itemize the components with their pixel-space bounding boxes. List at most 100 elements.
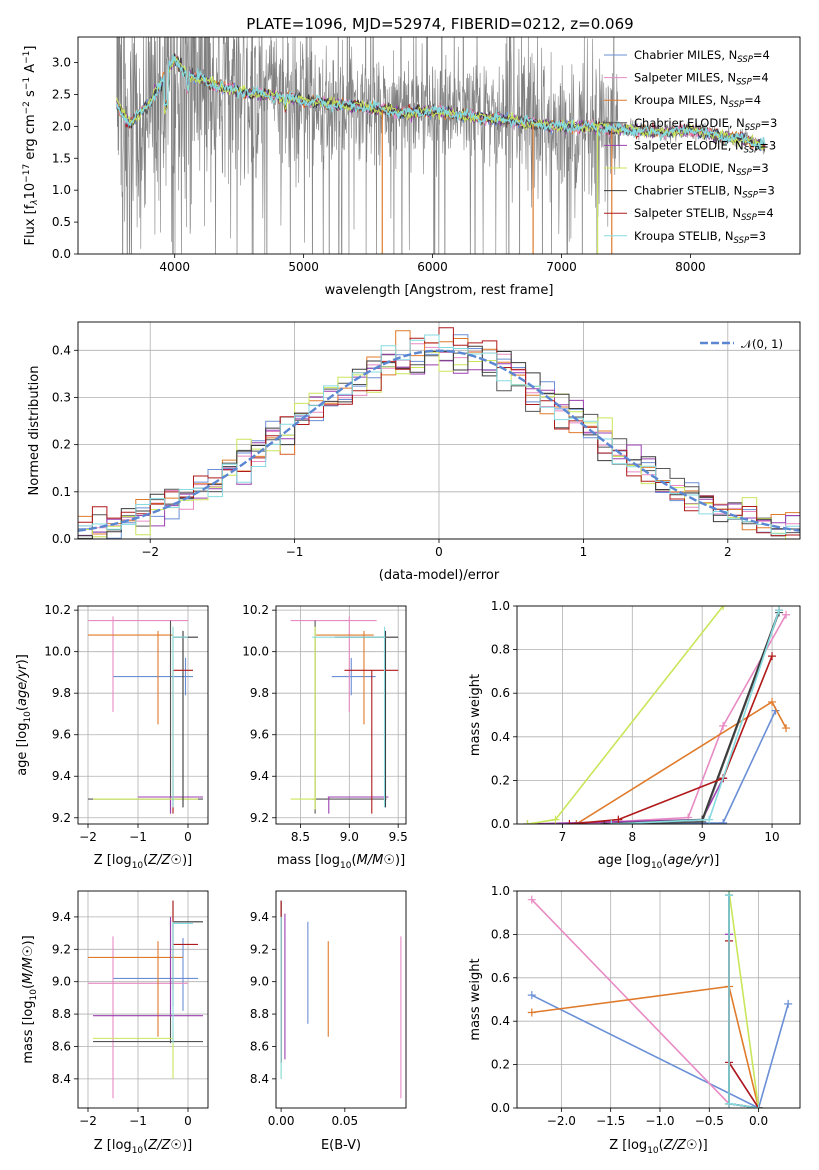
- legend-sub: SSP: [744, 145, 760, 155]
- panel-residuals: −2 −1 0 1 2 0.0 0.1 0.2 0.3 0.4 𝒩(0, 1) (data-model…: [27, 321, 801, 583]
- y-tick-label: 9.6: [52, 728, 71, 742]
- label-part: 10: [132, 1146, 144, 1156]
- y-tick-label: 1.0: [52, 183, 71, 197]
- errorbar-point-4: [138, 796, 203, 814]
- legend-label: Chabrier ELODIE, N: [634, 116, 745, 130]
- x-tick-label: −1: [286, 545, 304, 559]
- x-tick-label: 0: [184, 1114, 192, 1128]
- y-axis-label-part: −17: [22, 164, 32, 183]
- x-tick-label: 9: [698, 830, 706, 844]
- y-tick-label: 8.4: [250, 1072, 269, 1086]
- y-tick-label: 2.5: [52, 87, 71, 101]
- label-part: (: [662, 853, 667, 868]
- mass-weight-line-5: [728, 891, 760, 1108]
- legend-label: Salpeter STELIB, N: [634, 206, 741, 220]
- legend-label: Salpeter ELODIE, N: [634, 138, 744, 152]
- y-tick-label: 0.4: [491, 1014, 510, 1028]
- mass-weight-marker-8: [775, 606, 784, 615]
- y-tick-label: 9.2: [52, 942, 71, 956]
- x-axis-label: (data-model)/error: [379, 568, 500, 583]
- mass-weight-marker-2: [572, 820, 581, 824]
- errorbar-point-2: [88, 630, 173, 725]
- histogram-series-5: [78, 351, 800, 539]
- y-axis-label: mass weight: [468, 958, 483, 1040]
- y-tick-label: 9.8: [52, 686, 71, 700]
- legend-sub: SSP: [742, 191, 758, 201]
- y-tick-label: 0.2: [491, 773, 510, 787]
- y-tick-label: 9.4: [52, 769, 71, 783]
- y-axis-label-part: −2: [22, 101, 32, 114]
- label-part: )]: [395, 853, 405, 868]
- panel-age-vs-Z: −2 −1 09.29.49.69.810.010.2Z [log10(Z/Z☉)]…: [15, 603, 209, 871]
- x-tick-label: −1: [129, 1114, 147, 1128]
- plot-area: [527, 891, 793, 1108]
- y-tick-label: 9.2: [52, 811, 71, 825]
- y-axis-label-part: s: [23, 90, 38, 101]
- model-spectrum-5: [116, 56, 766, 151]
- x-tick-label: 7: [559, 830, 567, 844]
- y-tick-label: 9.2: [250, 811, 269, 825]
- label-part: )]: [182, 1138, 192, 1153]
- label-part: mass [log: [277, 853, 340, 868]
- legend-suffix: =3: [760, 116, 777, 130]
- mass-weight-marker-1: [527, 895, 536, 904]
- x-tick-label: −2: [79, 830, 97, 844]
- legend-suffix: =3: [759, 138, 776, 152]
- panel-cumulative-Z: −2.0 −1.5 −1.0 −0.5 0.0 0.0 0.2 0.4 0.6 0.8 1.0 Z […: [468, 884, 801, 1156]
- label-part: age [log: [15, 723, 30, 776]
- mass-weight-marker-2: [782, 724, 791, 733]
- y-tick-label: 0.8: [491, 643, 510, 657]
- panel-spectrum: 4000 5000 6000 7000 8000 0.0 0.5 1.0 1.5 2.0 2.5 3.…: [22, 36, 801, 298]
- y-tick-label: 9.4: [52, 910, 71, 924]
- y-axis-label-part: Flux [f: [23, 204, 38, 245]
- x-axis-label: mass [log10(M/M☉)]: [277, 853, 405, 871]
- mass-weight-marker-2: [768, 697, 777, 706]
- mass-weight-line-7: [569, 655, 773, 824]
- legend-sub: SSP: [736, 78, 752, 88]
- label-part: )]: [709, 853, 719, 868]
- x-axis-label: Z [log10(Z/Z☉)]: [94, 853, 192, 871]
- y-axis-label-part: −1: [22, 77, 32, 90]
- legend-label: Kroupa ELODIE, N: [634, 161, 736, 175]
- normal-legend-label: 𝒩(0, 1): [741, 337, 783, 351]
- legend-suffix: =4: [752, 71, 769, 85]
- y-tick-label: 8.8: [52, 1007, 71, 1021]
- y-axis-label-part: −1: [22, 51, 32, 64]
- y-axis-label-part: λ: [30, 199, 40, 205]
- x-tick-label: −1.5: [596, 1114, 625, 1128]
- x-tick-label: 0.00: [268, 1114, 295, 1128]
- y-tick-label: 0.8: [491, 927, 510, 941]
- axes-frame: [275, 605, 407, 825]
- y-tick-label: 10.2: [242, 603, 269, 617]
- y-tick-label: 0.0: [491, 817, 510, 831]
- y-tick-label: 8.8: [250, 1007, 269, 1021]
- legend-entry-5: Kroupa ELODIE, NSSP=3: [634, 161, 769, 178]
- x-axis-label: Z [log10(Z/Z☉)]: [94, 1138, 192, 1156]
- mass-weight-marker-0: [784, 999, 793, 1008]
- panel-mass-vs-Z: −2 −1 08.48.68.89.09.29.4Z [log10(Z/Z☉)]ma…: [21, 890, 209, 1156]
- legend-sub: SSP: [737, 55, 753, 65]
- x-tick-label: 9.0: [340, 830, 359, 844]
- mass-weight-marker-2: [527, 1008, 536, 1017]
- x-axis-label: age [log10(age/yr)]: [598, 853, 720, 871]
- axes-frame: [77, 321, 801, 540]
- plot-area: [116, 37, 766, 254]
- errorbar-point-1: [290, 616, 377, 712]
- legend-suffix: =3: [758, 184, 775, 198]
- legend-entry-7: Salpeter STELIB, NSSP=4: [634, 206, 774, 223]
- legend-suffix: =3: [752, 161, 769, 175]
- label-part: )]: [698, 1138, 708, 1153]
- errorbar-point-4: [93, 916, 203, 1018]
- axes-frame: [77, 890, 209, 1109]
- label-part: Z [log: [94, 1138, 132, 1153]
- label-part: (: [351, 853, 356, 868]
- label-part: Z/Z☉: [147, 853, 182, 868]
- y-tick-label: 3.0: [52, 56, 71, 70]
- y-tick-label: 0.4: [491, 730, 510, 744]
- histogram-series-8: [78, 334, 800, 535]
- legend-label: Chabrier MILES, N: [634, 48, 737, 62]
- axes-frame: [77, 36, 801, 255]
- x-tick-label: 8.5: [291, 830, 310, 844]
